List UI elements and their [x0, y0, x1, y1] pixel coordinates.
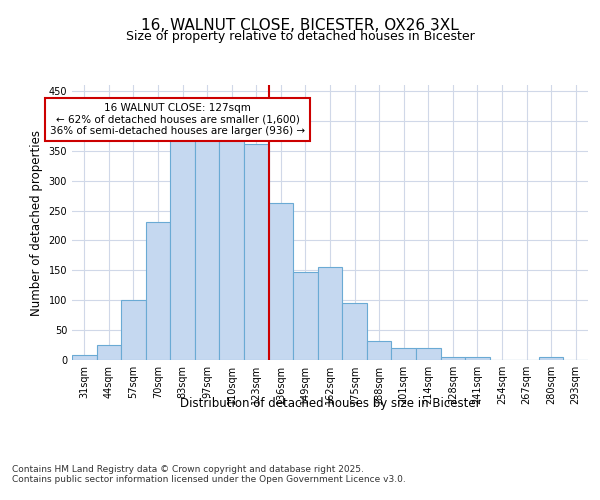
Bar — [195, 136, 220, 360]
Text: 16, WALNUT CLOSE, BICESTER, OX26 3XL: 16, WALNUT CLOSE, BICESTER, OX26 3XL — [141, 18, 459, 32]
Bar — [269, 204, 293, 360]
Bar — [121, 300, 146, 360]
Text: Size of property relative to detached houses in Bicester: Size of property relative to detached ho… — [125, 30, 475, 43]
Bar — [293, 272, 318, 360]
Text: Contains HM Land Registry data © Crown copyright and database right 2025.
Contai: Contains HM Land Registry data © Crown c… — [12, 465, 406, 484]
Bar — [244, 144, 269, 360]
Bar — [318, 268, 342, 360]
Bar — [440, 357, 465, 360]
Bar — [539, 357, 563, 360]
Text: Distribution of detached houses by size in Bicester: Distribution of detached houses by size … — [179, 398, 481, 410]
Bar — [465, 357, 490, 360]
Y-axis label: Number of detached properties: Number of detached properties — [30, 130, 43, 316]
Text: 16 WALNUT CLOSE: 127sqm
← 62% of detached houses are smaller (1,600)
36% of semi: 16 WALNUT CLOSE: 127sqm ← 62% of detache… — [50, 103, 305, 136]
Bar — [146, 222, 170, 360]
Bar — [170, 139, 195, 360]
Bar — [72, 355, 97, 360]
Bar — [391, 348, 416, 360]
Bar — [342, 303, 367, 360]
Bar — [97, 345, 121, 360]
Bar — [220, 134, 244, 360]
Bar — [416, 348, 440, 360]
Bar — [367, 341, 391, 360]
